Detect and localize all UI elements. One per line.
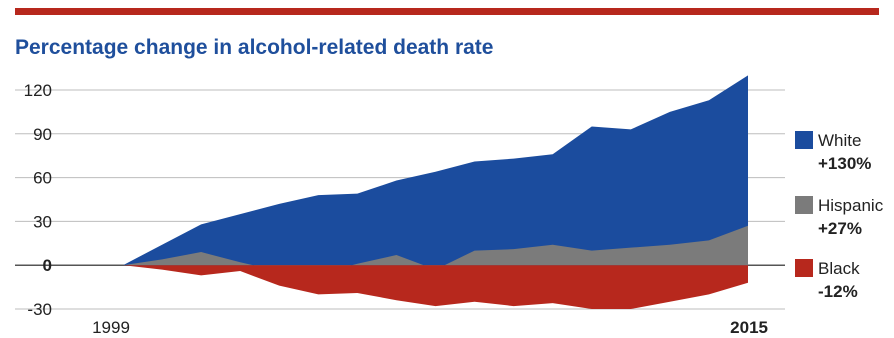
x-tick-label: 1999 (92, 318, 130, 337)
area-black (123, 265, 748, 309)
area-white (123, 75, 748, 266)
legend-label-black: Black (818, 259, 860, 278)
legend: White +130% Hispanic +27% Black -12% (795, 131, 884, 301)
x-axis: 1999 2015 (92, 318, 768, 337)
y-tick-label: 0 (43, 256, 52, 275)
y-axis: 120 90 60 30 0 -30 (24, 81, 52, 319)
top-rule (15, 8, 879, 15)
legend-swatch-hispanic (795, 196, 813, 214)
legend-change-hispanic: +27% (818, 219, 862, 238)
areas (123, 75, 748, 309)
y-tick-label: 60 (33, 169, 52, 188)
legend-change-black: -12% (818, 282, 858, 301)
y-tick-label: 120 (24, 81, 52, 100)
legend-swatch-black (795, 259, 813, 277)
y-tick-label: -30 (27, 300, 52, 319)
y-tick-label: 30 (33, 212, 52, 231)
x-tick-label: 2015 (730, 318, 768, 337)
chart-title: Percentage change in alcohol-related dea… (15, 36, 494, 59)
y-tick-label: 90 (33, 125, 52, 144)
legend-change-white: +130% (818, 154, 871, 173)
legend-label-hispanic: Hispanic (818, 196, 884, 215)
area-hispanic (123, 225, 748, 274)
legend-swatch-white (795, 131, 813, 149)
legend-label-white: White (818, 131, 861, 150)
